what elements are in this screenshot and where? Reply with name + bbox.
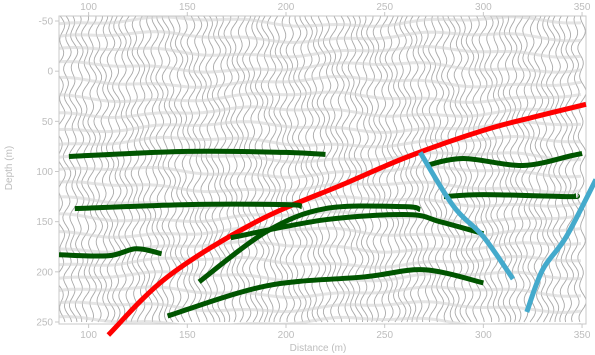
seismic-trace bbox=[558, 16, 568, 323]
interpretation-line bbox=[418, 151, 516, 281]
seismic-trace bbox=[260, 16, 271, 323]
seismic-trace bbox=[353, 16, 364, 323]
seismic-trace bbox=[347, 16, 358, 323]
plot-frame bbox=[58, 15, 587, 325]
seismic-trace bbox=[198, 16, 209, 323]
x-tick-label-top: 300 bbox=[475, 2, 492, 13]
seismic-trace bbox=[279, 16, 289, 323]
seismic-trace bbox=[533, 16, 544, 323]
seismic-trace bbox=[484, 16, 494, 322]
y-tick-label: 150 bbox=[36, 217, 53, 228]
reflector-band bbox=[59, 30, 582, 45]
reflector-band bbox=[59, 285, 582, 300]
reflector-band bbox=[59, 255, 582, 269]
interpretation-line bbox=[74, 201, 303, 212]
x-tick-label: 150 bbox=[179, 330, 196, 341]
interpretation-line bbox=[197, 203, 422, 284]
seismic-trace bbox=[291, 16, 302, 323]
seismic-trace bbox=[360, 16, 370, 323]
seismic-trace bbox=[229, 16, 240, 323]
seismic-trace bbox=[527, 16, 537, 323]
y-tick-label: -50 bbox=[39, 17, 54, 28]
seismic-trace bbox=[552, 16, 562, 323]
interpretation-line bbox=[425, 150, 583, 169]
seismic-trace bbox=[515, 16, 525, 323]
reflector-band bbox=[59, 134, 582, 149]
seismic-trace bbox=[341, 16, 351, 323]
x-tick-label: 250 bbox=[376, 330, 393, 341]
reflector-band bbox=[59, 210, 582, 225]
reflector-band bbox=[59, 180, 582, 194]
seismic-trace bbox=[267, 16, 277, 323]
seismic-trace bbox=[434, 16, 444, 323]
interpretation-line bbox=[443, 192, 580, 200]
interpretation-line bbox=[106, 101, 587, 337]
reflector-band bbox=[59, 314, 581, 324]
interpretation-line bbox=[68, 148, 326, 159]
x-tick-label-top: 200 bbox=[278, 2, 295, 13]
seismic-trace bbox=[570, 16, 581, 323]
x-axis-label: Distance (m) bbox=[290, 343, 347, 354]
interpretation-line bbox=[230, 212, 485, 241]
seismic-trace bbox=[242, 16, 252, 323]
seismic-trace bbox=[298, 16, 308, 323]
x-tick-label: 100 bbox=[80, 330, 97, 341]
seismic-trace bbox=[248, 16, 259, 323]
seismic-trace bbox=[217, 16, 228, 323]
reflector-band bbox=[59, 105, 582, 120]
x-tick-label-top: 350 bbox=[574, 2, 591, 13]
axis-ticks: 100 100 150 150 200 200 250 250 300 300 350 350 -50 0… bbox=[36, 2, 591, 341]
x-tick-label: 200 bbox=[278, 330, 295, 341]
seismic-trace bbox=[577, 16, 586, 323]
seismic-trace bbox=[564, 16, 575, 323]
seismic-trace bbox=[273, 16, 283, 323]
seismic-trace bbox=[329, 16, 339, 323]
interpretation-line bbox=[58, 246, 163, 259]
seismic-trace bbox=[180, 16, 190, 323]
reflector-band bbox=[59, 225, 582, 239]
seismic-trace bbox=[223, 16, 234, 323]
seismic-trace bbox=[335, 16, 345, 323]
seismic-trace bbox=[285, 16, 296, 323]
seismic-trace bbox=[471, 16, 482, 323]
y-tick-label: 50 bbox=[42, 117, 54, 128]
seismic-trace bbox=[366, 16, 376, 323]
x-tick-label: 350 bbox=[574, 330, 591, 341]
reflector-band bbox=[59, 44, 582, 59]
seismic-trace bbox=[304, 16, 314, 323]
seismic-trace bbox=[477, 16, 488, 323]
seismic-trace bbox=[204, 16, 215, 323]
seismic-trace bbox=[316, 16, 327, 323]
reflector-band bbox=[59, 59, 582, 74]
seismic-trace bbox=[521, 16, 531, 323]
reflector-band bbox=[59, 16, 582, 28]
seismic-trace bbox=[186, 16, 197, 323]
seismic-trace bbox=[546, 16, 556, 323]
x-tick-label-top: 250 bbox=[376, 2, 393, 13]
seismic-trace bbox=[254, 16, 265, 323]
seismic-trace bbox=[192, 16, 203, 323]
x-tick-label-top: 150 bbox=[179, 2, 196, 13]
seismic-trace bbox=[235, 16, 246, 323]
reflector-band bbox=[59, 195, 582, 210]
y-tick-label: 0 bbox=[47, 67, 53, 78]
interpretation-line bbox=[166, 267, 484, 319]
y-axis-label: Depth (m) bbox=[4, 146, 15, 190]
reflector-band bbox=[59, 75, 582, 89]
interpretation-line bbox=[524, 178, 595, 313]
y-tick-label: 250 bbox=[36, 317, 53, 328]
reflector-band bbox=[59, 165, 582, 179]
reflector-band bbox=[59, 300, 582, 315]
seismic-trace bbox=[378, 16, 389, 323]
seismic-trace bbox=[322, 16, 333, 323]
y-tick-label: 200 bbox=[36, 267, 53, 278]
x-tick-label-top: 100 bbox=[80, 2, 97, 13]
y-tick-label: 100 bbox=[36, 167, 53, 178]
x-tick-label: 300 bbox=[475, 330, 492, 341]
reflector-band bbox=[59, 90, 582, 104]
seismic-trace bbox=[310, 16, 320, 323]
